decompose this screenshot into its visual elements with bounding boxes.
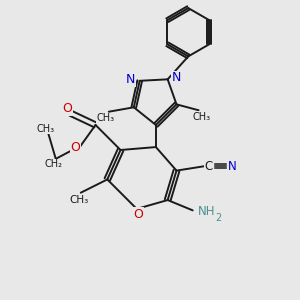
- Text: N: N: [126, 73, 135, 86]
- Text: CH₂: CH₂: [44, 159, 62, 169]
- Text: N: N: [172, 71, 182, 84]
- Text: O: O: [133, 208, 143, 221]
- Text: CH₃: CH₃: [36, 124, 55, 134]
- Text: C: C: [205, 160, 213, 173]
- Text: O: O: [70, 141, 80, 154]
- Text: O: O: [62, 102, 72, 115]
- Text: NH: NH: [198, 205, 215, 218]
- Text: CH₃: CH₃: [70, 195, 89, 205]
- Text: CH₃: CH₃: [193, 112, 211, 122]
- Text: N: N: [227, 160, 236, 173]
- Text: 2: 2: [216, 213, 222, 223]
- Text: CH₃: CH₃: [97, 113, 115, 123]
